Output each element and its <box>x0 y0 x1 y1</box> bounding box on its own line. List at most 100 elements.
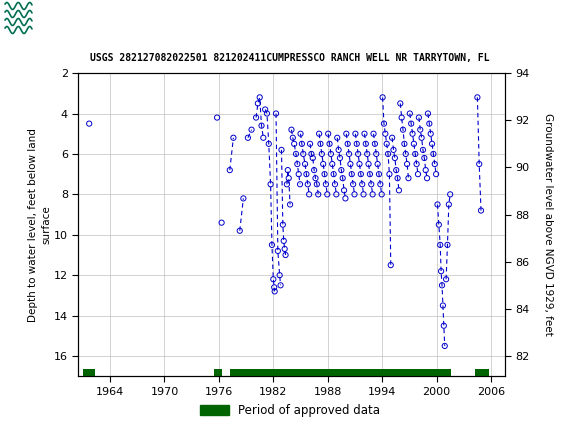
Point <box>356 171 365 178</box>
Point <box>434 221 444 228</box>
Point <box>300 160 310 167</box>
Point <box>412 160 421 167</box>
Point <box>364 160 373 167</box>
Point <box>400 140 409 147</box>
Point <box>269 276 278 283</box>
Point <box>266 181 276 187</box>
Point <box>343 140 352 147</box>
Point <box>408 130 417 137</box>
Point <box>225 167 234 174</box>
Point <box>321 181 331 187</box>
Point <box>239 195 248 202</box>
Bar <box>83 369 95 376</box>
Point <box>310 167 319 174</box>
Point <box>341 195 350 202</box>
Point <box>397 114 407 121</box>
Point <box>304 191 314 198</box>
Point <box>421 167 430 174</box>
Bar <box>230 369 451 376</box>
Point <box>279 237 288 244</box>
Point <box>376 181 385 187</box>
Point <box>293 160 302 167</box>
Point <box>312 181 321 187</box>
Point <box>332 134 342 141</box>
Point <box>427 140 437 147</box>
Point <box>369 130 378 137</box>
Point <box>437 282 447 289</box>
Point <box>331 181 340 187</box>
Point <box>277 147 286 154</box>
Point <box>85 120 94 127</box>
Point <box>306 140 315 147</box>
Point <box>267 242 277 249</box>
Point <box>346 160 355 167</box>
Point <box>280 246 289 252</box>
Point <box>349 181 358 187</box>
Point <box>229 134 238 141</box>
Point <box>337 167 346 174</box>
Bar <box>474 369 489 376</box>
Point <box>444 201 454 208</box>
Point <box>302 171 311 178</box>
Point <box>473 94 482 101</box>
Point <box>264 140 273 147</box>
Point <box>393 175 402 181</box>
Point <box>362 150 372 157</box>
Point <box>355 160 364 167</box>
Point <box>335 154 345 161</box>
Point <box>247 126 256 133</box>
Point <box>423 110 433 117</box>
Point <box>329 171 338 178</box>
Point <box>386 261 396 268</box>
Point <box>396 100 405 107</box>
Point <box>342 130 351 137</box>
Point <box>278 221 288 228</box>
Point <box>438 302 448 309</box>
Point <box>351 130 360 137</box>
Point <box>430 160 440 167</box>
Point <box>403 160 412 167</box>
Point <box>404 175 413 181</box>
Point <box>370 140 379 147</box>
Point <box>359 191 368 198</box>
Point <box>295 181 305 187</box>
Bar <box>215 369 222 376</box>
Point <box>426 130 436 137</box>
Point <box>296 130 305 137</box>
Point <box>257 122 266 129</box>
Point <box>387 134 397 141</box>
Point <box>235 227 244 234</box>
Point <box>332 191 341 198</box>
Point <box>314 191 323 198</box>
Point <box>385 171 394 178</box>
Point <box>350 191 359 198</box>
Point <box>339 187 349 194</box>
Point <box>307 150 316 157</box>
Point <box>422 175 432 181</box>
Point <box>325 140 334 147</box>
Point <box>345 150 354 157</box>
Point <box>372 150 381 157</box>
Point <box>383 150 393 157</box>
Point <box>212 114 222 121</box>
Point <box>409 140 419 147</box>
Point <box>418 147 427 154</box>
Point <box>271 110 281 117</box>
Point <box>352 140 361 147</box>
Point <box>353 150 362 157</box>
Point <box>441 276 451 283</box>
Point <box>367 181 376 187</box>
Point <box>405 110 415 117</box>
Point <box>379 120 389 127</box>
Point <box>255 94 264 101</box>
Point <box>373 160 382 167</box>
Y-axis label: Depth to water level, feet below land
surface: Depth to water level, feet below land su… <box>28 128 51 322</box>
Point <box>276 282 285 289</box>
Point <box>260 106 270 113</box>
Point <box>440 342 450 349</box>
Point <box>287 126 296 133</box>
Point <box>285 201 295 208</box>
Point <box>417 134 426 141</box>
Bar <box>4 2 72 38</box>
Point <box>294 171 303 178</box>
